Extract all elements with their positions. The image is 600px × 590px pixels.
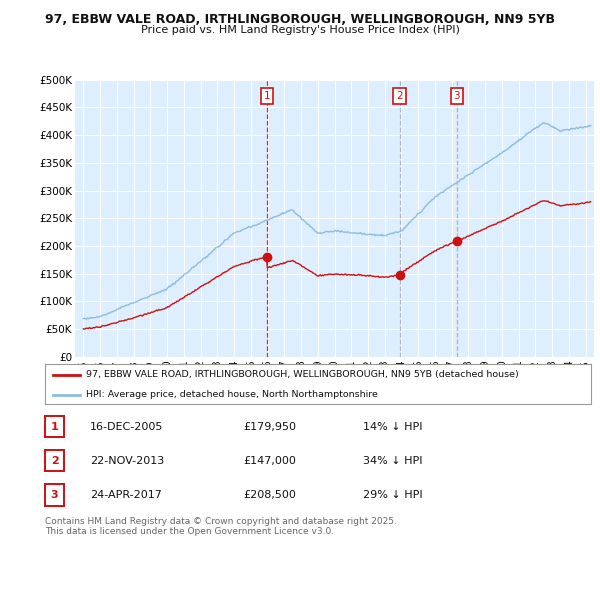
Text: HPI: Average price, detached house, North Northamptonshire: HPI: Average price, detached house, Nort… — [86, 391, 378, 399]
Text: 34% ↓ HPI: 34% ↓ HPI — [363, 456, 422, 466]
Text: 2: 2 — [51, 456, 58, 466]
Text: 1: 1 — [51, 422, 58, 432]
Text: Price paid vs. HM Land Registry's House Price Index (HPI): Price paid vs. HM Land Registry's House … — [140, 25, 460, 35]
Text: £147,000: £147,000 — [243, 456, 296, 466]
Text: 2: 2 — [397, 91, 403, 101]
Text: 24-APR-2017: 24-APR-2017 — [90, 490, 162, 500]
Text: Contains HM Land Registry data © Crown copyright and database right 2025.
This d: Contains HM Land Registry data © Crown c… — [45, 517, 397, 536]
Text: 22-NOV-2013: 22-NOV-2013 — [90, 456, 164, 466]
Text: 29% ↓ HPI: 29% ↓ HPI — [363, 490, 422, 500]
Text: 16-DEC-2005: 16-DEC-2005 — [90, 422, 163, 432]
Text: 3: 3 — [51, 490, 58, 500]
Text: 14% ↓ HPI: 14% ↓ HPI — [363, 422, 422, 432]
Text: 1: 1 — [263, 91, 270, 101]
Text: 97, EBBW VALE ROAD, IRTHLINGBOROUGH, WELLINGBOROUGH, NN9 5YB (detached house): 97, EBBW VALE ROAD, IRTHLINGBOROUGH, WEL… — [86, 371, 519, 379]
Text: £208,500: £208,500 — [243, 490, 296, 500]
Text: 97, EBBW VALE ROAD, IRTHLINGBOROUGH, WELLINGBOROUGH, NN9 5YB: 97, EBBW VALE ROAD, IRTHLINGBOROUGH, WEL… — [45, 13, 555, 26]
Text: 3: 3 — [454, 91, 460, 101]
Text: £179,950: £179,950 — [243, 422, 296, 432]
